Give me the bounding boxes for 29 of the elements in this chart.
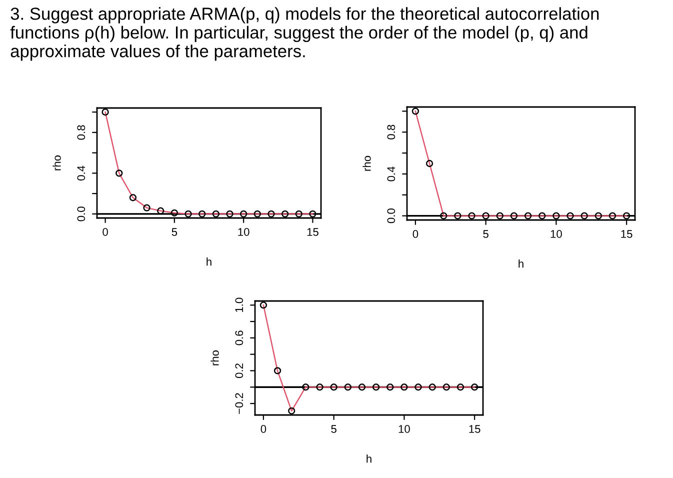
x-tick-label: 0 — [102, 228, 108, 236]
y-tick-label: 0.4 — [77, 166, 86, 180]
x-axis-title: h — [366, 454, 372, 463]
x-tick-label: 5 — [483, 230, 488, 238]
y-tick-label: 0.0 — [77, 206, 86, 222]
x-tick-label: 15 — [621, 230, 632, 238]
x-tick-label: 10 — [398, 425, 410, 433]
y-tick-label: 0.6 — [235, 330, 244, 346]
x-tick-label: 15 — [307, 228, 318, 236]
y-tick-label: −0.2 — [235, 393, 244, 414]
y-axis-title: rho — [210, 350, 219, 366]
x-tick-label: 5 — [331, 425, 336, 433]
y-tick-label: 0.0 — [387, 208, 396, 224]
y-tick-label: 1.0 — [235, 298, 244, 312]
y-tick-label: 0.4 — [387, 166, 396, 182]
y-tick-label: 0.8 — [387, 124, 396, 140]
x-tick-label: 15 — [469, 425, 480, 433]
x-tick-label: 10 — [550, 230, 562, 238]
x-axis-title: h — [518, 260, 524, 268]
y-tick-label: 0.2 — [235, 364, 244, 378]
x-tick-label: 0 — [260, 425, 266, 433]
x-tick-label: 5 — [172, 228, 178, 236]
y-tick-label: 0.8 — [77, 125, 86, 140]
x-tick-label: 10 — [238, 228, 250, 236]
x-axis-title: h — [206, 258, 212, 266]
chart-title: 3. Suggest appropriate ARMA(p, q) models for the theoretical autocorrelation functions ρ(h) below. In particular, suggest the order of the model (p, q) and approximate values of the parameters. — [10, 7, 599, 61]
x-tick-label: 0 — [412, 230, 418, 238]
y-axis-title: rho — [362, 156, 371, 171]
y-axis-title: rho — [52, 155, 61, 170]
